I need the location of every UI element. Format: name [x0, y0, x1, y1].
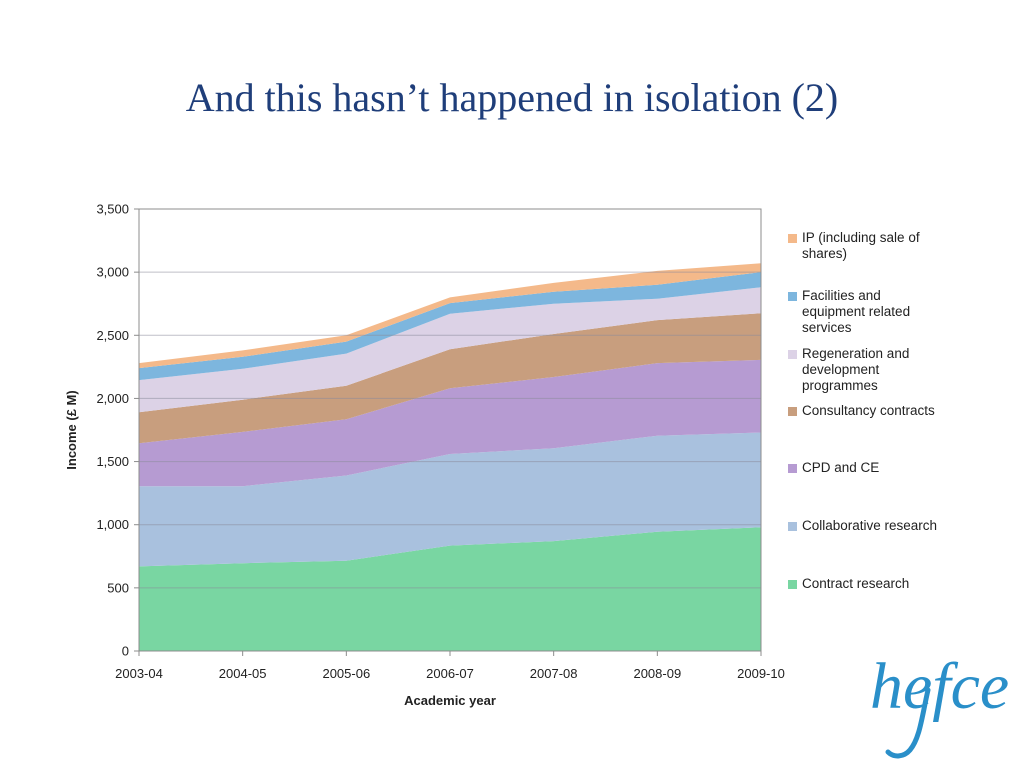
legend-swatch [788, 580, 797, 589]
legend-label-line-2: development [802, 362, 880, 377]
slide-title: And this hasn’t happened in isolation (2… [185, 75, 839, 120]
x-tick-label-3: 2006-07 [426, 666, 474, 681]
x-tick-label-1: 2004-05 [219, 666, 267, 681]
legend-label-line-3: programmes [802, 378, 878, 393]
legend-label-line-1: Consultancy contracts [802, 403, 935, 418]
area-series-4 [139, 313, 761, 444]
legend-label-line-2: equipment related [802, 304, 911, 319]
x-tick-label-2: 2005-06 [322, 666, 370, 681]
y-axis-title: Income (£ M) [64, 390, 79, 469]
legend-swatch [788, 234, 797, 243]
legend-item-1: IP (including sale of shares) [788, 230, 988, 262]
legend-item-4: Consultancy contracts [788, 403, 988, 419]
legend-swatch [788, 350, 797, 359]
legend-item-3: Regeneration and development programmes [788, 346, 988, 394]
legend-item-7: Contract research [788, 576, 988, 592]
y-tick-label-5: 2,500 [96, 328, 129, 343]
y-tick-label-6: 3,000 [96, 265, 129, 280]
legend-label-line-3: services [802, 320, 852, 335]
legend-label-line-1: CPD and CE [802, 460, 880, 475]
legend-swatch [788, 292, 797, 301]
svg-text:hefce: hefce [870, 650, 1009, 723]
y-tick-label-7: 3,500 [96, 202, 129, 217]
y-tick-label-3: 1,500 [96, 454, 129, 469]
legend-item-5: CPD and CE [788, 460, 988, 476]
legend-label-line-1: Facilities and [802, 288, 881, 303]
legend-label-line-2: shares) [802, 246, 848, 261]
hefce-logo: hefce [870, 646, 1020, 766]
x-tick-label-6: 2009-10 [737, 666, 785, 681]
hefce-logo-graphic: hefce [870, 650, 1009, 759]
legend-label-line-1: Collaborative research [802, 518, 938, 533]
legend-item-6: Collaborative research [788, 518, 988, 534]
legend-label-line-1: Contract research [802, 576, 910, 591]
x-axis-title: Academic year [404, 693, 496, 708]
area-series-1 [139, 527, 761, 651]
y-tick-label-0: 0 [122, 644, 129, 659]
x-tick-label-4: 2007-08 [530, 666, 578, 681]
x-tick-label-0: 2003-04 [115, 666, 163, 681]
legend-label-line-1: Regeneration and [802, 346, 910, 361]
legend-label-line-1: IP (including sale of [802, 230, 920, 245]
y-tick-label-1: 500 [107, 580, 129, 595]
y-tick-label-4: 2,000 [96, 391, 129, 406]
y-tick-label-2: 1,000 [96, 517, 129, 532]
legend-item-2: Facilities and equipment related services [788, 288, 988, 336]
area-series-2 [139, 432, 761, 567]
x-tick-label-5: 2008-09 [633, 666, 681, 681]
area-series-3 [139, 359, 761, 487]
area-series-7 [139, 263, 761, 369]
area-series-5 [139, 287, 761, 413]
legend-swatch [788, 407, 797, 416]
legend-swatch [788, 464, 797, 473]
legend-swatch [788, 522, 797, 531]
area-series-6 [139, 272, 761, 381]
